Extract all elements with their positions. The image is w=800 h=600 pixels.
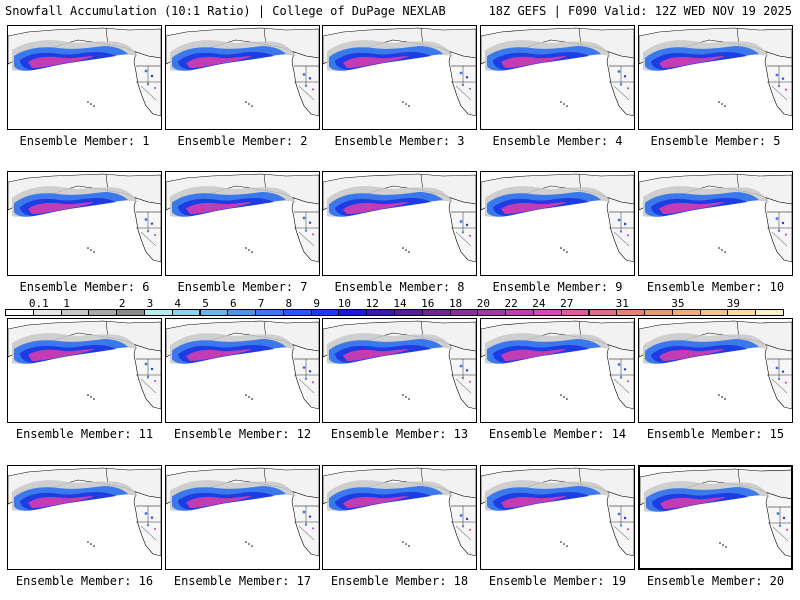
member-map-2 [165, 25, 320, 130]
colorbar-label: 31 [615, 297, 629, 310]
member-label-13: Ensemble Member: 13 [330, 427, 469, 441]
member-map-8 [322, 171, 477, 276]
colorbar-label: 3 [146, 297, 154, 310]
member-map-17 [165, 465, 320, 570]
member-map-14 [480, 318, 635, 423]
colorbar-swatch [338, 309, 368, 316]
member-label-10: Ensemble Member: 10 [646, 280, 785, 294]
member-label-4: Ensemble Member: 4 [492, 134, 623, 148]
member-map-3 [322, 25, 477, 130]
member-label-16: Ensemble Member: 16 [15, 574, 154, 588]
colorbar-label: 7 [257, 297, 265, 310]
colorbar-label: 8 [285, 297, 293, 310]
colorbar-label: 4 [174, 297, 182, 310]
colorbar-swatch [560, 309, 590, 316]
colorbar-label: 9 [313, 297, 320, 310]
colorbar-swatch [532, 309, 562, 316]
member-label-5: Ensemble Member: 5 [650, 134, 781, 148]
member-label-14: Ensemble Member: 14 [488, 427, 627, 441]
map-title: Snowfall Accumulation (10:1 Ratio) | Col… [5, 4, 446, 18]
colorbar-label: 16 [421, 297, 435, 310]
member-map-16 [7, 465, 162, 570]
colorbar-swatch [32, 309, 62, 316]
colorbar-label: 24 [532, 297, 546, 310]
colorbar-swatch [449, 309, 479, 316]
colorbar-swatch [282, 309, 312, 316]
colorbar-swatch [255, 309, 284, 316]
colorbar-label: 12 [365, 297, 379, 310]
member-map-5 [638, 25, 793, 130]
colorbar-swatch [171, 309, 201, 316]
member-map-1 [7, 25, 162, 130]
member-label-7: Ensemble Member: 7 [177, 280, 308, 294]
member-label-9: Ensemble Member: 9 [492, 280, 623, 294]
member-label-8: Ensemble Member: 8 [334, 280, 465, 294]
member-label-12: Ensemble Member: 12 [173, 427, 312, 441]
run-info: 18Z GEFS | F090 Valid: 12Z WED NOV 19 20… [488, 4, 792, 18]
member-label-2: Ensemble Member: 2 [177, 134, 308, 148]
colorbar-label: 18 [448, 297, 463, 310]
colorbar-label: 35 [671, 297, 685, 310]
colorbar-swatch [644, 309, 673, 316]
colorbar-swatch [60, 309, 90, 316]
member-label-11: Ensemble Member: 11 [15, 427, 154, 441]
member-map-19 [480, 465, 635, 570]
member-label-19: Ensemble Member: 19 [488, 574, 627, 588]
colorbar-swatch [671, 309, 701, 316]
colorbar-swatch [588, 309, 618, 316]
colorbar-swatch [227, 309, 257, 316]
colorbar-swatch [116, 309, 145, 316]
colorbar-swatch [505, 309, 534, 316]
colorbar-swatch [394, 309, 423, 316]
colorbar-swatch [699, 309, 729, 316]
colorbar-swatch [310, 309, 340, 316]
member-map-15 [638, 318, 793, 423]
colorbar-swatch [755, 309, 784, 316]
member-label-15: Ensemble Member: 15 [646, 427, 785, 441]
member-map-13 [322, 318, 477, 423]
member-label-1: Ensemble Member: 1 [19, 134, 150, 148]
member-map-11 [7, 318, 162, 423]
colorbar-swatch [616, 309, 646, 316]
member-map-20 [638, 465, 793, 570]
member-map-12 [165, 318, 320, 423]
colorbar: 0.1 1 2 3 4 5 6 7 8 9 10 12 14 16 18 20 22 24 27 31 35 39 [5, 297, 795, 319]
colorbar-swatch [199, 309, 229, 316]
colorbar-label: 0.1 [28, 297, 49, 310]
colorbar-label: 6 [229, 297, 237, 310]
member-map-7 [165, 171, 320, 276]
member-label-20: Ensemble Member: 20 [646, 574, 785, 588]
member-map-6 [7, 171, 162, 276]
colorbar-label: 22 [504, 297, 518, 310]
colorbar-label: 39 [726, 297, 741, 310]
colorbar-label: 1 [63, 297, 70, 310]
colorbar-swatch [5, 309, 34, 316]
member-label-6: Ensemble Member: 6 [19, 280, 150, 294]
colorbar-swatch [727, 309, 757, 316]
member-label-3: Ensemble Member: 3 [334, 134, 465, 148]
colorbar-swatch [477, 309, 507, 316]
member-map-4 [480, 25, 635, 130]
colorbar-label: 27 [560, 297, 574, 310]
colorbar-label: 20 [476, 297, 490, 310]
colorbar-swatch [366, 309, 395, 316]
member-map-10 [638, 171, 793, 276]
colorbar-swatch [421, 309, 451, 316]
colorbar-swatch [143, 309, 173, 316]
colorbar-label: 10 [337, 297, 352, 310]
colorbar-label: 14 [393, 297, 407, 310]
colorbar-label: 5 [202, 297, 209, 310]
member-map-18 [322, 465, 477, 570]
member-label-18: Ensemble Member: 18 [330, 574, 469, 588]
member-map-9 [480, 171, 635, 276]
member-label-17: Ensemble Member: 17 [173, 574, 312, 588]
colorbar-label: 2 [118, 297, 126, 310]
colorbar-swatch [88, 309, 118, 316]
